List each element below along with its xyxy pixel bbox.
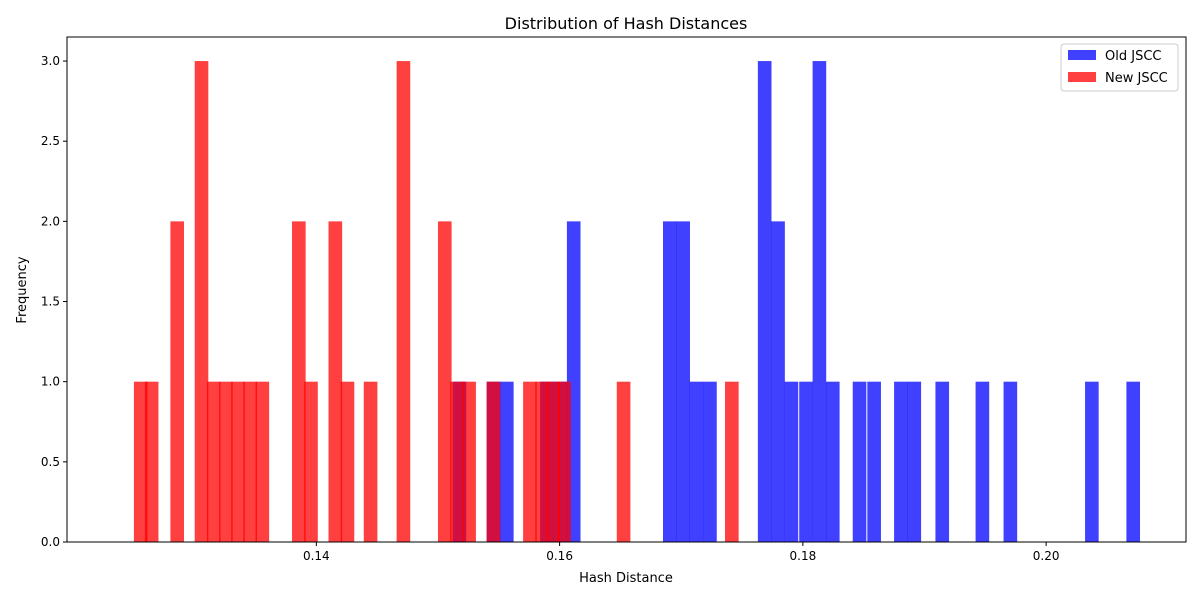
bar-new-jscc-0 — [133, 381, 148, 542]
bar-old-jscc-14 — [812, 61, 827, 543]
x-axis-label: Hash Distance — [579, 571, 673, 586]
series-new-jscc — [133, 61, 739, 543]
y-tick-label: 2.0 — [41, 214, 60, 228]
bar-new-jscc-11 — [328, 221, 343, 542]
bar-old-jscc-19 — [907, 381, 922, 542]
bar-old-jscc-2 — [500, 381, 514, 542]
bar-old-jscc-18 — [894, 381, 908, 542]
y-axis-ticks: 0.0 0.5 1.0 1.5 2.0 2.5 3.0 — [41, 54, 67, 549]
plot-frame — [66, 36, 1187, 543]
legend: Old JSCC New JSCC — [1060, 43, 1179, 92]
y-tick-label: 0.5 — [41, 455, 60, 469]
bar-old-jscc-20 — [935, 381, 950, 542]
y-tick-label: 1.0 — [41, 375, 60, 389]
bar-new-jscc-12 — [340, 381, 355, 542]
bar-new-jscc-4 — [206, 381, 221, 542]
x-tick-label: 0.16 — [546, 549, 573, 563]
bar-new-jscc-13 — [363, 381, 378, 542]
bar-new-jscc-6 — [231, 381, 245, 542]
x-tick-label: 0.18 — [790, 549, 817, 563]
bar-new-jscc-3 — [194, 61, 209, 543]
bar-old-jscc-12 — [784, 381, 799, 542]
bar-new-jscc-5 — [219, 381, 233, 542]
bar-old-jscc-13 — [799, 381, 813, 542]
bar-new-jscc-10 — [304, 381, 318, 542]
bar-old-jscc-16 — [852, 381, 867, 542]
bar-new-jscc-16 — [450, 381, 464, 542]
bar-new-jscc-18 — [486, 381, 501, 542]
bar-old-jscc-7 — [676, 221, 690, 542]
legend-swatch-old-jscc — [1068, 50, 1096, 60]
bar-old-jscc-23 — [1085, 381, 1099, 542]
legend-label-new-jscc: New JSCC — [1105, 71, 1168, 86]
bar-new-jscc-22 — [557, 381, 571, 542]
bar-new-jscc-15 — [437, 221, 452, 542]
y-tick-label: 2.5 — [41, 134, 60, 148]
bar-new-jscc-23 — [616, 381, 631, 542]
x-tick-label: 0.20 — [1033, 549, 1060, 563]
bar-old-jscc-21 — [975, 381, 990, 542]
bar-old-jscc-17 — [867, 381, 881, 542]
x-tick-label: 0.14 — [303, 549, 330, 563]
legend-swatch-new-jscc — [1068, 72, 1096, 82]
bar-old-jscc-6 — [662, 221, 677, 542]
legend-label-old-jscc: Old JSCC — [1105, 49, 1161, 64]
y-tick-label: 0.0 — [41, 535, 60, 549]
y-tick-label: 1.5 — [41, 295, 60, 309]
bar-new-jscc-17 — [462, 381, 476, 542]
bar-old-jscc-11 — [771, 221, 785, 542]
bar-new-jscc-8 — [255, 381, 270, 542]
bar-old-jscc-8 — [689, 381, 704, 542]
bar-new-jscc-2 — [170, 221, 185, 542]
bar-old-jscc-15 — [825, 381, 840, 542]
y-tick-label: 3.0 — [41, 54, 60, 68]
bar-new-jscc-9 — [292, 221, 306, 542]
bar-old-jscc-9 — [703, 381, 717, 542]
bar-new-jscc-24 — [725, 381, 739, 542]
bar-new-jscc-19 — [523, 381, 537, 542]
bar-new-jscc-14 — [396, 61, 411, 543]
bar-old-jscc-24 — [1126, 381, 1141, 542]
chart-title: Distribution of Hash Distances — [505, 14, 748, 33]
x-axis-ticks: 0.14 0.16 0.18 0.20 — [303, 542, 1060, 563]
bar-new-jscc-21 — [546, 381, 560, 542]
bar-new-jscc-20 — [535, 381, 549, 542]
bar-new-jscc-7 — [243, 381, 257, 542]
y-axis-label: Frequency — [15, 256, 30, 323]
bar-old-jscc-22 — [1003, 381, 1018, 542]
bar-new-jscc-1 — [144, 381, 159, 542]
bar-old-jscc-10 — [757, 61, 772, 543]
